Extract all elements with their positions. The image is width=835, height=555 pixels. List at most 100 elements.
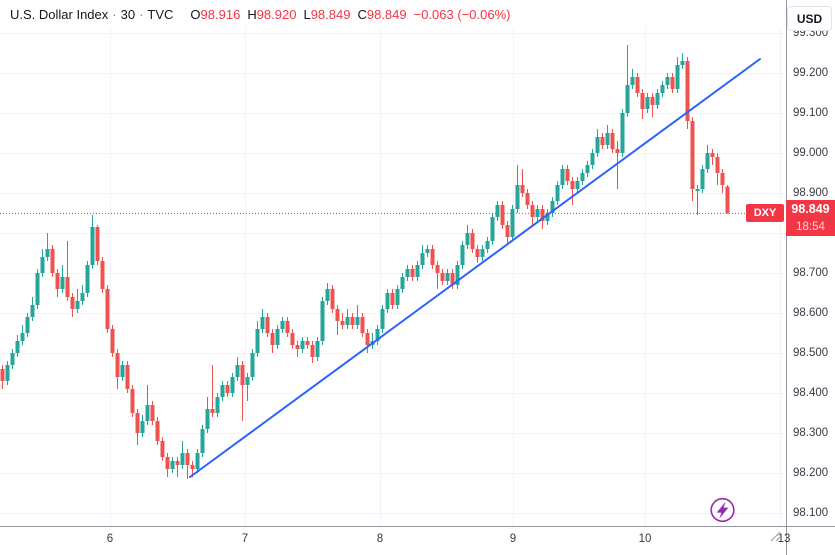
candle-body (80, 293, 85, 301)
candle-body (85, 265, 90, 293)
candle-body (615, 149, 620, 153)
candle-body (710, 153, 715, 157)
candle-body (165, 457, 170, 469)
candle-body (290, 333, 295, 345)
candle-body (645, 97, 650, 109)
exchange-label[interactable]: TVC (147, 7, 174, 22)
trendline[interactable] (189, 58, 761, 478)
candle-body (95, 227, 100, 261)
candle-body (490, 217, 495, 241)
candle-body (185, 453, 190, 465)
ohlc-value: 98.849 (366, 7, 407, 22)
candle-body (255, 329, 260, 353)
candle-body (130, 389, 135, 413)
price-tick-label: 98.900 (793, 187, 829, 199)
candle-body (210, 409, 215, 413)
candle-body (20, 333, 25, 341)
candle-body (460, 245, 465, 265)
candle-body (230, 377, 235, 393)
ohlc-values: O98.916 H98.920 L98.849 C98.849 (183, 7, 406, 22)
candle-body (605, 133, 610, 145)
candle-body (175, 461, 180, 465)
candle-body (385, 293, 390, 309)
interval-label[interactable]: 30 (120, 7, 136, 22)
candle-body (70, 297, 75, 309)
candle-body (365, 333, 370, 345)
candle-body (90, 227, 95, 265)
price-tick-label: 99.200 (793, 67, 829, 79)
candle-body (660, 85, 665, 93)
candle-body (40, 257, 45, 273)
candle-body (505, 225, 510, 237)
candle-body (260, 317, 265, 329)
candle-body (595, 137, 600, 153)
candle-body (200, 429, 205, 453)
candle-body (655, 93, 660, 105)
candle-body (415, 265, 420, 277)
candle-body (140, 421, 145, 433)
candle-body (265, 317, 270, 333)
ohlc-letter: O (190, 7, 201, 22)
currency-unit-button[interactable]: USD (787, 6, 832, 31)
candle-body (315, 341, 320, 357)
candle-body (620, 113, 625, 153)
candle-body (340, 321, 345, 325)
candle-body (580, 173, 585, 181)
candle-body (525, 193, 530, 205)
time-tick-label: 10 (638, 533, 652, 545)
candle-body (465, 233, 470, 245)
symbol-price-tag: DXY (746, 204, 784, 223)
candle-body (350, 317, 355, 325)
candle-body (515, 185, 520, 209)
price-tick-label: 98.600 (793, 307, 829, 319)
legend-separator: · (112, 7, 117, 22)
candle-body (685, 61, 690, 121)
price-axis[interactable]: 99.30099.20099.10099.00098.90098.80098.7… (787, 0, 835, 526)
symbol-title[interactable]: U.S. Dollar Index (10, 7, 109, 22)
candle-body (480, 249, 485, 257)
candle-body (320, 301, 325, 341)
candle-body (10, 353, 15, 365)
candle-body (635, 77, 640, 93)
price-tick-label: 98.100 (793, 507, 829, 519)
ohlc-value: 98.920 (256, 7, 297, 22)
candle-body (125, 365, 130, 389)
candle-body (720, 173, 725, 185)
ohlc-letter: H (247, 7, 257, 22)
candle-body (590, 153, 595, 165)
candle-body (475, 249, 480, 257)
candle-body (530, 205, 535, 217)
bar-countdown: 18:54 (796, 220, 825, 233)
candle-body (335, 309, 340, 321)
candle-body (145, 405, 150, 421)
time-tick-label: 9 (509, 533, 517, 545)
candle-body (55, 273, 60, 289)
candle-body (275, 329, 280, 345)
candle-body (325, 289, 330, 301)
time-axis[interactable]: 6 7 8 9 10 13 (0, 526, 835, 555)
candle-body (345, 317, 350, 325)
lightning-icon[interactable] (710, 497, 735, 523)
candle-body (195, 453, 200, 469)
resize-grip-icon[interactable] (770, 531, 781, 542)
candle-body (520, 185, 525, 193)
candle-body (330, 289, 335, 309)
candle-body (700, 169, 705, 189)
price-tick-label: 98.200 (793, 467, 829, 479)
candle-body (400, 277, 405, 289)
candle-body (695, 189, 700, 191)
candle-body (105, 289, 110, 329)
candle-body (50, 249, 55, 273)
candle-body (65, 277, 70, 297)
candle-body (170, 461, 175, 469)
candle-body (205, 409, 210, 429)
candle-body (705, 153, 710, 169)
candle-body (155, 421, 160, 441)
candle-body (300, 341, 305, 349)
last-price-value: 98.849 (791, 201, 830, 216)
candle-body (240, 365, 245, 385)
candle-body (440, 273, 445, 281)
candle-body (160, 441, 165, 457)
candle-body (495, 205, 500, 217)
